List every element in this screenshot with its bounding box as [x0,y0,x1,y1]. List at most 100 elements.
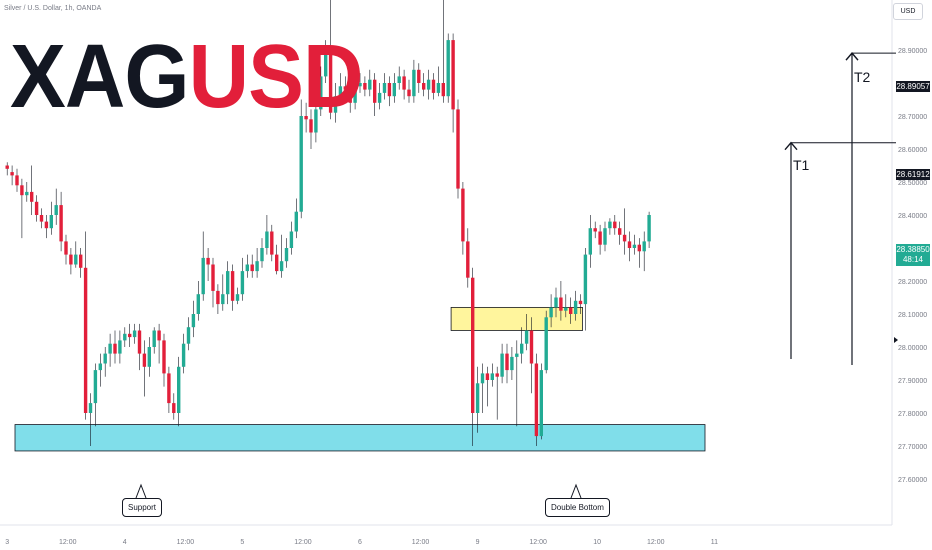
candle [377,83,382,110]
candle-body [446,40,450,97]
candle [436,66,441,97]
price-tick-label: 28.10000 [898,312,927,319]
candle-body [54,205,58,215]
candle [353,76,357,110]
candle-body [471,277,475,413]
candle [485,366,490,407]
price-axis[interactable]: 28.9000028.8000028.7000028.6000028.50000… [898,48,927,484]
support-callout[interactable]: Support [122,498,163,517]
candle [363,76,367,97]
candle-body [608,221,612,229]
candle-body [583,254,588,305]
candle [431,73,436,100]
candle-body [289,231,294,248]
candle [118,330,122,364]
candle-body [387,83,392,97]
candle [368,69,372,97]
candle-body [647,215,651,242]
candle [549,294,553,328]
candle [407,79,411,103]
candle [177,356,181,427]
candle-body [426,79,431,90]
candle-body [265,231,269,248]
candle-body [147,347,151,367]
candle [103,347,107,377]
candle-body [569,307,573,314]
candle-body [177,366,181,413]
candle [211,257,215,308]
candle-body [490,373,494,380]
scroll-right-icon[interactable] [894,337,898,343]
time-tick-label: 9 [476,539,480,546]
candle [564,294,568,318]
candle [348,83,352,113]
candle [186,317,191,351]
candle-body [515,353,519,357]
candle-body [618,228,622,235]
candle [446,33,450,103]
candle [15,168,19,192]
candle-body [564,307,568,311]
candle-body [98,363,102,371]
candle [637,238,641,268]
candle [412,59,416,103]
candle-body [20,185,24,196]
candle-body [245,264,249,272]
candle [524,314,529,351]
candle-body [539,370,543,437]
candle [240,257,245,301]
candle [309,109,313,149]
candle-body [534,363,539,437]
candle-body [373,79,377,103]
candle [255,248,259,278]
candle [25,182,29,202]
candle [475,366,480,433]
t2-label: T2 [854,69,871,85]
candle-body [279,261,284,272]
candle [304,102,308,133]
candle-body [485,373,490,380]
resistance-zone [450,306,583,331]
candle-body [59,205,63,242]
candle [618,221,622,245]
candle [44,215,49,239]
price-tick-label: 28.20000 [898,279,927,286]
candle-body [83,267,88,413]
candle-body [451,40,455,110]
currency-button[interactable]: USD [893,3,923,20]
candle [569,297,573,324]
candle [64,234,68,265]
double-bottom-callout[interactable]: Double Bottom [545,498,610,517]
time-tick-label: 12:00 [412,539,430,546]
candle-body [402,76,406,90]
candle [98,353,102,387]
candle-body [137,330,142,354]
candle [245,254,249,278]
candle-body [230,271,235,301]
candle [93,363,98,427]
candle-body [328,50,333,113]
candle [108,333,112,367]
candle-body [382,83,387,93]
price-tick-label: 28.60000 [898,147,927,154]
time-axis[interactable]: 3 12:00 4 12:00 5 12:00 6 12:00 9 12:00 10 12:00 11 [5,539,718,546]
price-tick-label: 28.90000 [898,48,927,55]
callout-pointers [135,483,582,499]
time-tick-label: 11 [711,539,718,546]
price-tick-label: 28.50000 [898,180,927,187]
candle [10,165,14,186]
candle-body [598,231,602,245]
price-tick-label: 27.90000 [898,378,927,385]
candle-body [196,294,200,314]
candle [275,244,279,275]
candle [34,195,39,222]
candle-body [407,89,411,97]
candle [157,323,161,364]
candle [544,310,548,374]
price-tick-label: 28.70000 [898,114,927,121]
candle [382,73,387,100]
candle [608,218,612,235]
symbol-description: Silver / U.S. Dollar, 1h, OANDA [4,5,102,12]
